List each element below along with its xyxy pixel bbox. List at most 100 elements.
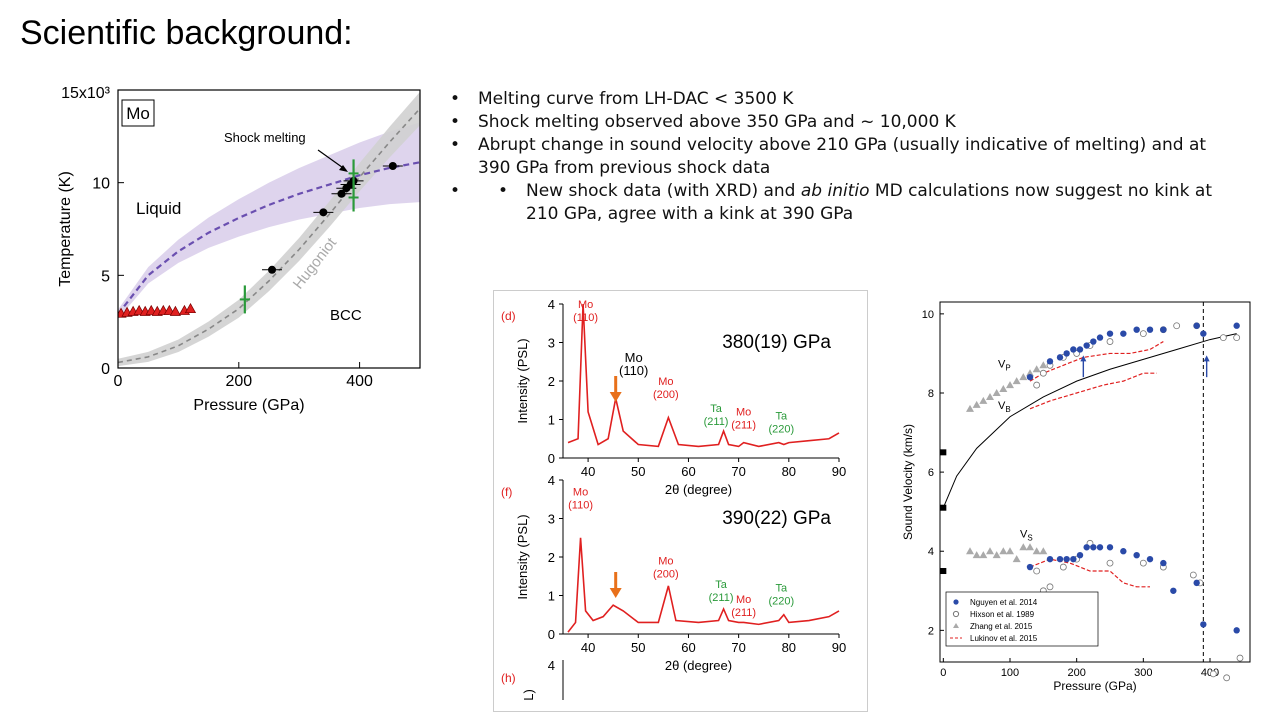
zhang-triangle <box>966 404 974 412</box>
nguyen-filled-circle <box>1146 555 1154 563</box>
bullet-list: Melting curve from LH-DAC < 3500 K Shock… <box>450 88 1240 226</box>
nguyen-filled-circle <box>1193 579 1200 587</box>
y-tick-label: 4 <box>928 546 934 558</box>
hixson-open-circle <box>1033 567 1041 575</box>
zhang-triangle <box>1012 555 1021 563</box>
nguyen-filled-circle <box>1120 548 1127 555</box>
plot-frame <box>117 89 421 369</box>
nguyen-filled-circle <box>1096 334 1104 341</box>
orange-arrow-head <box>609 392 622 402</box>
y-tick-label: 4 <box>548 473 555 488</box>
y-tick-label: 3 <box>548 512 555 527</box>
nguyen-filled-circle <box>1056 555 1064 563</box>
peak-label: Mo <box>658 376 673 388</box>
hixson-open-circle <box>1219 334 1227 342</box>
nguyen-filled-circle <box>1076 346 1084 353</box>
peak-label: Mo <box>736 594 751 606</box>
y-tick-label: 2 <box>548 550 555 565</box>
hugoniot-point <box>319 208 328 217</box>
zhang-triangle <box>966 547 974 555</box>
peak-index: (200) <box>653 389 679 401</box>
zhang-triangle <box>979 396 988 404</box>
peak-label: Ta <box>710 403 723 415</box>
zhang-triangle <box>1012 377 1021 385</box>
x-tick-label: 40 <box>581 464 595 479</box>
sub-bullet-item: New shock data (with XRD) and ab initio … <box>498 180 1240 226</box>
y-axis-label-cut: L) <box>521 689 536 701</box>
nguyen-filled-circle <box>1133 551 1140 559</box>
zhang-triangle <box>972 551 981 559</box>
mo-label: Mo <box>126 104 150 123</box>
nguyen-filled-circle <box>1106 330 1114 337</box>
x-axis-label: 2θ (degree) <box>665 482 732 497</box>
hixson-open-circle <box>1223 674 1231 682</box>
sub-bullet-text-b: MD calculations now suggest no kink at 2… <box>526 181 1212 224</box>
peak-index: (211) <box>731 607 756 619</box>
mo-label-box <box>121 99 155 127</box>
legend-marker <box>953 599 959 605</box>
orange-arrow-head <box>609 588 622 598</box>
x-tick-label: 300 <box>1134 667 1152 679</box>
peak-index: (220) <box>768 424 794 436</box>
plot-frame <box>939 301 1251 663</box>
nguyen-filled-circle <box>1146 326 1154 333</box>
nguyen-filled-circle <box>1083 544 1090 551</box>
sub-bullet-italic: ab initio <box>800 181 870 201</box>
legend-box <box>945 591 1099 647</box>
melt-uncertainty-band <box>118 122 420 319</box>
nguyen-filled-circle <box>1233 627 1240 634</box>
x-tick-label: 200 <box>1067 667 1085 679</box>
ambient-square <box>940 504 947 511</box>
peak-label: Ta <box>775 411 788 423</box>
zhang-triangle <box>999 385 1008 393</box>
bullet-item: Shock melting observed above 350 GPa and… <box>450 111 1240 134</box>
hixson-open-circle <box>1209 670 1217 678</box>
plot-area <box>118 91 420 367</box>
x-tick-label: 40 <box>581 640 595 655</box>
peak-label: Mo <box>578 299 593 311</box>
lukinov-curve <box>1029 372 1157 410</box>
x-tick-label: 60 <box>681 464 695 479</box>
arrow-head <box>339 165 348 172</box>
x-axis-label: Pressure (GPa) <box>1053 679 1136 693</box>
zhang-triangle <box>1026 369 1034 377</box>
sub-bullet-text-a: New shock data (with XRD) and <box>526 181 801 201</box>
y-tick-label: 4 <box>548 658 555 673</box>
bullet-item: Abrupt change in sound velocity above 21… <box>450 134 1240 180</box>
hixson-open-circle <box>1236 654 1244 662</box>
peak-label: Ta <box>775 583 788 595</box>
hugoniot-point <box>268 265 277 274</box>
legend-entry: Zhang et al. 2015 <box>970 622 1033 631</box>
y-tick-label: 2 <box>928 625 934 637</box>
peak-index: (110) <box>573 312 598 324</box>
legend-entry: Nguyen et al. 2014 <box>970 598 1038 607</box>
zhang-triangle <box>972 400 981 408</box>
bullet-item: Melting curve from LH-DAC < 3500 K <box>450 88 1240 111</box>
x-axis-label: 2θ (degree) <box>665 658 732 673</box>
x-tick-label: 400 <box>346 373 373 390</box>
peak-label: Mo <box>736 407 751 419</box>
nguyen-filled-circle <box>1090 544 1097 551</box>
vp-label: VP <box>998 358 1011 372</box>
legend-entry: Hixson et al. 1989 <box>970 610 1035 619</box>
liquid-label: Liquid <box>136 199 181 218</box>
nguyen-filled-circle <box>1026 563 1034 571</box>
vs-label: VS <box>1020 528 1033 542</box>
zhang-triangle <box>1032 547 1041 555</box>
zhang-triangle <box>986 392 994 400</box>
hixson-open-circle <box>1059 563 1067 571</box>
sub-list-wrapper: New shock data (with XRD) and ab initio … <box>450 180 1240 226</box>
zhang-triangle <box>992 551 1001 559</box>
zhang-triangle <box>1039 547 1048 555</box>
y-exponent-label: 15x10³ <box>61 85 111 102</box>
dac-triangle-point <box>169 305 181 316</box>
melt-curve-line <box>118 161 420 315</box>
peak-label: Ta <box>715 579 728 591</box>
peak-label: Mo <box>658 556 673 568</box>
y-tick-label: 10 <box>922 309 934 321</box>
x-tick-label: 70 <box>731 640 745 655</box>
y-axis-label: Temperature (K) <box>57 171 74 287</box>
legend-marker <box>952 610 960 618</box>
